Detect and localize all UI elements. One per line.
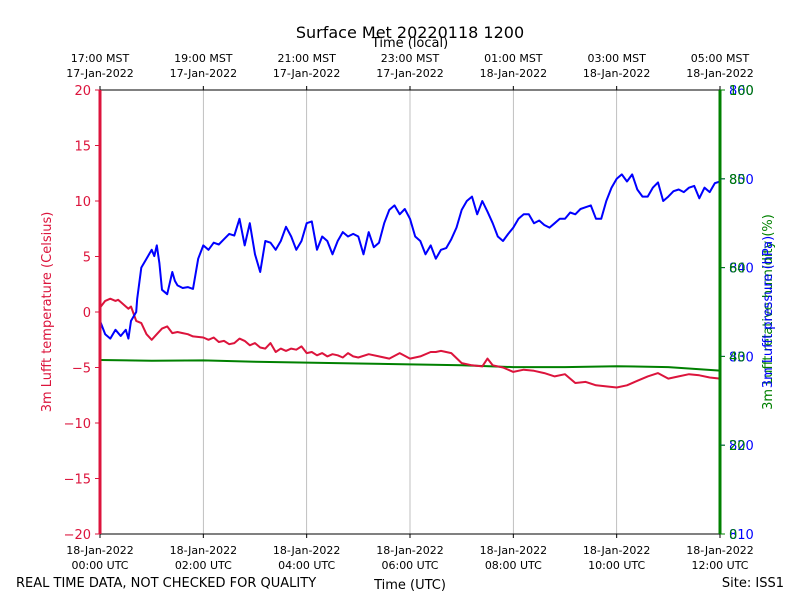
top-tick-label-time: 23:00 MST — [381, 52, 440, 65]
y-tick-label-humidity: 0 — [729, 528, 737, 543]
x-tick-label-date: 18-Jan-2022 — [273, 544, 341, 557]
y-tick-label-left: −10 — [64, 417, 91, 432]
y-tick-label-left: −15 — [64, 473, 91, 488]
top-tick-label-time: 17:00 MST — [71, 52, 130, 65]
series-line-relative-humidity — [99, 359, 721, 372]
top-tick-label-time: 01:00 MST — [484, 52, 543, 65]
y-tick-label-pressure: 810 — [729, 528, 754, 543]
top-tick-label-date: 18-Jan-2022 — [686, 67, 754, 80]
y-tick-label-humidity: 80 — [729, 173, 746, 188]
quality-disclaimer: REAL TIME DATA, NOT CHECKED FOR QUALITY — [16, 576, 317, 591]
x-tick-label-date: 18-Jan-2022 — [686, 544, 754, 557]
top-tick-label-date: 18-Jan-2022 — [583, 67, 651, 80]
y-tick-label-pressure: 830 — [729, 350, 754, 365]
site-label: Site: ISS1 — [721, 576, 784, 591]
x-tick-label-time: 02:00 UTC — [175, 559, 232, 572]
axes-group: 18-Jan-2022 00:00 UTC 18-Jan-2022 02:00 UTC… — [64, 52, 754, 572]
y-tick-label-left: 0 — [83, 306, 91, 321]
x-tick-label-date: 18-Jan-2022 — [170, 544, 238, 557]
x-tick-label-time: 12:00 UTC — [691, 559, 748, 572]
right-axis-label-pressure: 3m Lufft pressure (hPa) — [761, 236, 776, 388]
top-tick-label-time: 19:00 MST — [174, 52, 233, 65]
x-tick-label-date: 18-Jan-2022 — [480, 544, 548, 557]
x-tick-label-date: 18-Jan-2022 — [376, 544, 444, 557]
y-tick-label-left: −5 — [72, 362, 91, 377]
top-tick-label-time: 03:00 MST — [587, 52, 646, 65]
y-tick-label-humidity: 60 — [729, 262, 746, 277]
right-axis-label-humidity: 3m Lufft relative humidity (%) — [761, 214, 776, 410]
x-axis-label: Time (UTC) — [373, 578, 446, 593]
top-tick-label-date: 17-Jan-2022 — [170, 67, 238, 80]
top-tick-label-time: 05:00 MST — [691, 52, 750, 65]
chart-title: Surface Met 20220118 1200 — [296, 23, 524, 42]
x-tick-label-time: 00:00 UTC — [71, 559, 128, 572]
gridlines — [202, 90, 618, 534]
y-tick-label-left: 15 — [74, 140, 91, 155]
x-tick-label-date: 18-Jan-2022 — [583, 544, 651, 557]
x-tick-label-time: 08:00 UTC — [485, 559, 542, 572]
left-axis-label: 3m Lufft temperature (Celsius) — [40, 212, 55, 413]
y-tick-label-left: −20 — [64, 528, 91, 543]
y-tick-label-humidity: 40 — [729, 350, 746, 365]
x-tick-label-time: 10:00 UTC — [588, 559, 645, 572]
y-tick-label-humidity: 20 — [729, 439, 746, 454]
x-tick-label-time: 04:00 UTC — [278, 559, 335, 572]
x-tick-label-date: 18-Jan-2022 — [66, 544, 134, 557]
y-tick-label-left: 5 — [83, 251, 91, 266]
x-tick-label-time: 06:00 UTC — [381, 559, 438, 572]
series-line-temperature — [99, 297, 721, 389]
top-tick-label-date: 18-Jan-2022 — [480, 67, 548, 80]
y-tick-label-left: 20 — [74, 84, 91, 99]
top-tick-label-date: 17-Jan-2022 — [273, 67, 341, 80]
y-tick-label-left: 10 — [74, 195, 91, 210]
y-tick-label-pressure: 840 — [729, 262, 754, 277]
y-tick-label-pressure: 820 — [729, 439, 754, 454]
top-axis-label: Time (local) — [371, 36, 448, 51]
y-tick-label-pressure: 860 — [729, 84, 754, 99]
series-group — [99, 173, 721, 389]
top-tick-label-time: 21:00 MST — [277, 52, 336, 65]
y-tick-label-humidity: 100 — [729, 84, 754, 99]
top-tick-label-date: 17-Jan-2022 — [66, 67, 134, 80]
top-tick-label-date: 17-Jan-2022 — [376, 67, 444, 80]
y-tick-label-pressure: 850 — [729, 173, 754, 188]
series-line-pressure — [99, 173, 721, 340]
